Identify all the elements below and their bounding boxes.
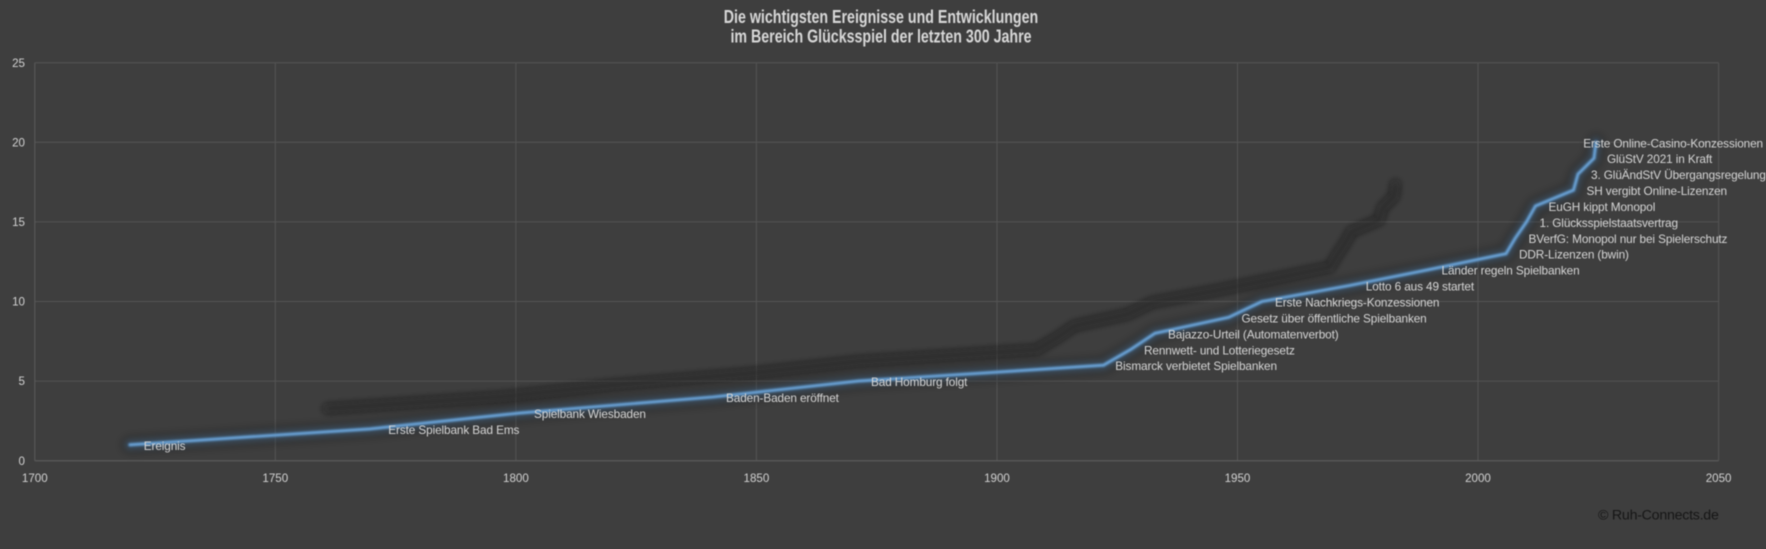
svg-text:2050: 2050 xyxy=(1706,472,1732,485)
svg-text:Bajazzo-Urteil (Automatenverbo: Bajazzo-Urteil (Automatenverbot) xyxy=(1168,327,1339,341)
svg-text:15: 15 xyxy=(12,216,25,229)
svg-text:EuGH kippt Monopol: EuGH kippt Monopol xyxy=(1549,200,1656,214)
svg-text:Erste Nachkriegs-Konzessionen: Erste Nachkriegs-Konzessionen xyxy=(1275,296,1439,310)
svg-text:1. Glücksspielstaatsvertrag: 1. Glücksspielstaatsvertrag xyxy=(1540,216,1678,230)
svg-text:© Ruh-Connects.de: © Ruh-Connects.de xyxy=(1598,508,1719,524)
svg-text:Bad Homburg folgt: Bad Homburg folgt xyxy=(871,375,968,389)
svg-text:Baden-Baden eröffnet: Baden-Baden eröffnet xyxy=(726,391,840,405)
svg-text:SH vergibt Online-Lizenzen: SH vergibt Online-Lizenzen xyxy=(1587,184,1727,198)
svg-text:1800: 1800 xyxy=(503,472,529,485)
svg-text:1750: 1750 xyxy=(262,472,288,485)
svg-text:1850: 1850 xyxy=(744,472,770,485)
svg-text:5: 5 xyxy=(19,375,25,388)
svg-text:Ereignis: Ereignis xyxy=(144,439,186,453)
svg-text:10: 10 xyxy=(12,296,25,309)
svg-text:20: 20 xyxy=(12,136,25,149)
svg-text:Die wichtigsten Ereignisse und: Die wichtigsten Ereignisse und Entwicklu… xyxy=(724,6,1038,27)
svg-text:GlüStV 2021 in Kraft: GlüStV 2021 in Kraft xyxy=(1607,152,1713,166)
svg-text:25: 25 xyxy=(12,57,25,70)
svg-text:Bismarck verbietet Spielbanken: Bismarck verbietet Spielbanken xyxy=(1115,359,1277,373)
svg-text:3. GlüÄndStV Übergangsregelung: 3. GlüÄndStV Übergangsregelung xyxy=(1591,168,1766,182)
svg-text:DDR-Lizenzen (bwin): DDR-Lizenzen (bwin) xyxy=(1519,248,1629,262)
svg-text:1950: 1950 xyxy=(1225,472,1251,485)
svg-text:im Bereich Glücksspiel der let: im Bereich Glücksspiel der letzten 300 J… xyxy=(730,26,1031,47)
svg-text:Lotto 6 aus 49 startet: Lotto 6 aus 49 startet xyxy=(1366,280,1475,294)
svg-text:2000: 2000 xyxy=(1465,472,1491,485)
svg-text:Spielbank Wiesbaden: Spielbank Wiesbaden xyxy=(534,407,646,421)
svg-text:Gesetz über öffentliche Spielb: Gesetz über öffentliche Spielbanken xyxy=(1242,311,1427,325)
svg-text:0: 0 xyxy=(19,455,25,468)
svg-text:Erste Spielbank Bad Ems: Erste Spielbank Bad Ems xyxy=(388,423,519,437)
svg-text:Rennwett- und Lotteriegesetz: Rennwett- und Lotteriegesetz xyxy=(1144,343,1295,357)
svg-text:BVerfG: Monopol nur bei Spiele: BVerfG: Monopol nur bei Spielerschutz xyxy=(1529,232,1728,246)
svg-text:1900: 1900 xyxy=(984,472,1010,485)
svg-text:1700: 1700 xyxy=(22,472,48,485)
svg-text:Länder regeln Spielbanken: Länder regeln Spielbanken xyxy=(1442,264,1580,278)
svg-text:Erste Online-Casino-Konzession: Erste Online-Casino-Konzessionen xyxy=(1583,136,1763,150)
